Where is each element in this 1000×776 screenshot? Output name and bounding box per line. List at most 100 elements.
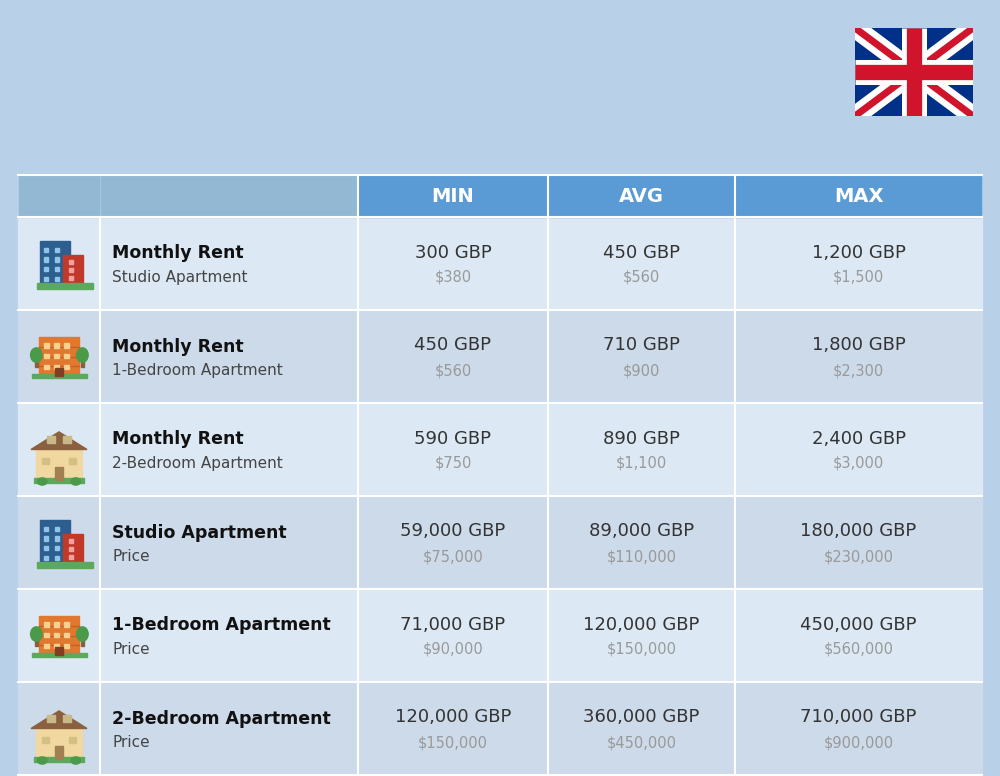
Text: 450 GBP: 450 GBP: [415, 337, 492, 355]
Text: 1-Bedroom Apartment: 1-Bedroom Apartment: [112, 363, 283, 378]
Text: Oxford: Oxford: [28, 115, 112, 139]
Text: 2-Bedroom Apartment: 2-Bedroom Apartment: [112, 456, 283, 471]
Text: Monthly Rent: Monthly Rent: [112, 244, 244, 262]
Bar: [855, 28, 973, 116]
Bar: [44, 556, 48, 560]
Ellipse shape: [71, 478, 81, 485]
Ellipse shape: [71, 757, 81, 764]
Ellipse shape: [31, 627, 42, 641]
Text: 2,400 GBP: 2,400 GBP: [812, 429, 906, 448]
Bar: [44, 622, 49, 626]
Bar: [47, 436, 55, 438]
Bar: [47, 715, 55, 717]
Bar: [63, 255, 83, 286]
Bar: [40, 520, 70, 566]
Bar: [55, 248, 59, 252]
Bar: [63, 715, 71, 717]
Bar: [69, 539, 73, 543]
Bar: [54, 622, 59, 626]
Text: 120,000 GBP: 120,000 GBP: [583, 615, 700, 633]
Bar: [34, 478, 84, 483]
Bar: [54, 343, 59, 348]
Text: $110,000: $110,000: [606, 549, 676, 564]
Bar: [39, 615, 79, 655]
Text: 590 GBP: 590 GBP: [415, 429, 492, 448]
Text: Housing Prices: Housing Prices: [28, 52, 377, 94]
Text: 2-Bedroom Apartment: 2-Bedroom Apartment: [112, 709, 331, 728]
Bar: [55, 277, 59, 281]
Text: $900: $900: [623, 363, 660, 378]
Bar: [36, 729, 82, 759]
Bar: [54, 354, 59, 359]
Bar: [18, 404, 982, 495]
Bar: [18, 218, 982, 309]
Text: AVG: AVG: [619, 186, 664, 206]
Bar: [63, 534, 83, 566]
Polygon shape: [31, 432, 87, 449]
Text: 120,000 GBP: 120,000 GBP: [395, 708, 511, 726]
Bar: [37, 283, 93, 289]
Bar: [64, 622, 69, 626]
Ellipse shape: [77, 627, 88, 641]
Text: $150,000: $150,000: [418, 735, 488, 750]
Bar: [55, 536, 59, 541]
Ellipse shape: [77, 348, 88, 362]
Text: Studio Apartment: Studio Apartment: [112, 524, 287, 542]
Bar: [42, 458, 49, 464]
Text: 1,800 GBP: 1,800 GBP: [812, 337, 905, 355]
Text: $750: $750: [434, 456, 472, 471]
Bar: [63, 436, 71, 438]
Text: $150,000: $150,000: [606, 642, 676, 657]
Bar: [101, 175, 357, 217]
Bar: [44, 633, 49, 637]
Ellipse shape: [31, 348, 42, 362]
Bar: [55, 556, 59, 560]
Text: MIN: MIN: [432, 186, 474, 206]
Text: 450,000 GBP: 450,000 GBP: [800, 615, 917, 633]
Text: $560: $560: [434, 363, 472, 378]
Text: $450,000: $450,000: [606, 735, 676, 750]
Ellipse shape: [37, 757, 47, 764]
Bar: [64, 365, 69, 369]
Bar: [69, 260, 73, 265]
Text: 360,000 GBP: 360,000 GBP: [583, 708, 700, 726]
Text: $1,500: $1,500: [833, 270, 884, 285]
Bar: [44, 343, 49, 348]
Bar: [34, 757, 84, 762]
Bar: [55, 258, 59, 262]
Text: $560: $560: [623, 270, 660, 285]
Bar: [64, 644, 69, 648]
Bar: [35, 639, 38, 646]
Bar: [69, 268, 73, 272]
Text: $3,000: $3,000: [833, 456, 884, 471]
Bar: [63, 438, 71, 443]
Bar: [44, 527, 48, 531]
Bar: [359, 175, 547, 217]
Bar: [44, 644, 49, 648]
Bar: [81, 360, 84, 367]
Bar: [55, 646, 63, 655]
Text: MAX: MAX: [834, 186, 883, 206]
Bar: [44, 354, 49, 359]
Bar: [64, 354, 69, 359]
Bar: [47, 717, 55, 722]
Text: $230,000: $230,000: [824, 549, 894, 564]
Bar: [55, 267, 59, 272]
Bar: [549, 175, 734, 217]
Text: 59,000 GBP: 59,000 GBP: [400, 522, 506, 541]
Text: 890 GBP: 890 GBP: [603, 429, 680, 448]
Text: $560,000: $560,000: [824, 642, 894, 657]
Bar: [69, 555, 73, 559]
Bar: [69, 458, 76, 464]
Ellipse shape: [37, 478, 47, 485]
Bar: [55, 546, 59, 550]
Text: 450 GBP: 450 GBP: [603, 244, 680, 262]
Bar: [32, 653, 87, 657]
Text: $2,300: $2,300: [833, 363, 884, 378]
Text: Price: Price: [112, 549, 150, 564]
Bar: [18, 590, 982, 681]
Text: 89,000 GBP: 89,000 GBP: [589, 522, 694, 541]
Bar: [44, 536, 48, 541]
Text: $90,000: $90,000: [423, 642, 483, 657]
Bar: [18, 683, 982, 774]
